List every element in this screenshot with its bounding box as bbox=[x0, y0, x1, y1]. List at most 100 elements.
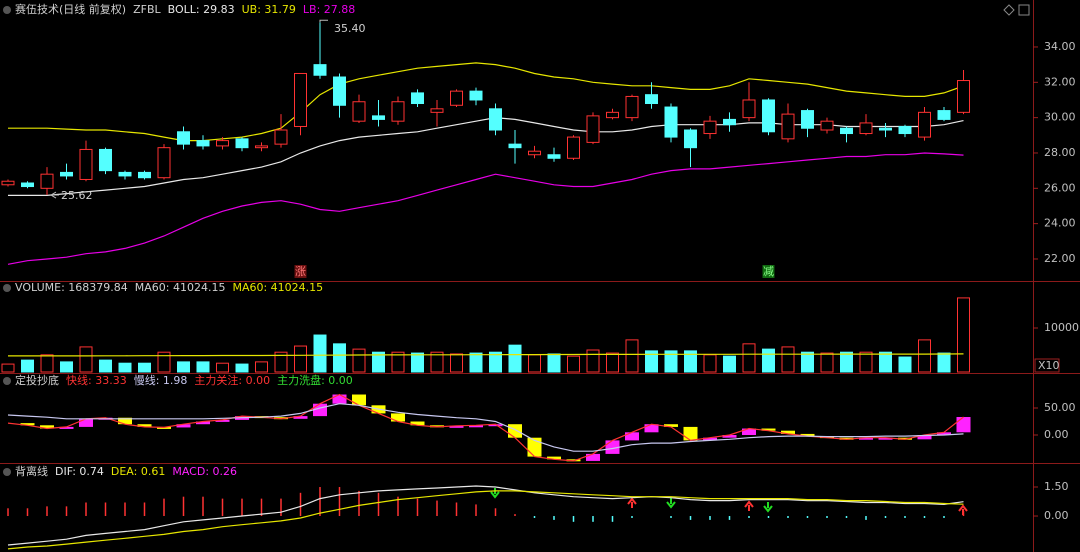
candle-body bbox=[391, 101, 405, 122]
volume-bar bbox=[957, 297, 970, 373]
legend-entry: UB: 31.79 bbox=[242, 3, 296, 16]
sell-arrow bbox=[666, 498, 676, 509]
candle-body bbox=[742, 99, 756, 119]
volume-bar bbox=[918, 339, 931, 373]
volume-bar bbox=[294, 345, 307, 373]
window-controls bbox=[1003, 4, 1030, 16]
volume-bar bbox=[664, 350, 678, 373]
candle-body bbox=[567, 136, 580, 159]
candle-body bbox=[1, 180, 15, 186]
low-label: 25.62 bbox=[61, 189, 93, 202]
volume-bar bbox=[196, 361, 210, 373]
trend-box bbox=[20, 423, 35, 426]
legend-entry: MA60: 41024.15 bbox=[232, 281, 323, 294]
trend-box bbox=[274, 417, 288, 420]
candle-body bbox=[723, 118, 736, 126]
candle-body bbox=[508, 143, 522, 149]
candle-body bbox=[372, 115, 385, 120]
volume-bar bbox=[333, 343, 346, 373]
buy-arrow bbox=[744, 500, 754, 511]
unit-box bbox=[1034, 358, 1060, 373]
candle-body bbox=[801, 110, 814, 129]
y-tick-label: 0.00 bbox=[1044, 509, 1069, 522]
indicator-name: ZFBL bbox=[133, 3, 161, 16]
volume-bar bbox=[898, 356, 912, 373]
candle-body bbox=[157, 147, 171, 179]
legend-entry: 慢线: 1.98 bbox=[134, 373, 188, 387]
candle-body bbox=[255, 145, 268, 149]
candle-body bbox=[898, 125, 912, 135]
trend-box bbox=[625, 432, 639, 441]
candle-body bbox=[528, 150, 541, 156]
volume-bar bbox=[391, 351, 405, 373]
panel-toggle[interactable] bbox=[3, 468, 11, 476]
window-button[interactable] bbox=[1003, 4, 1015, 16]
trend-box bbox=[332, 394, 347, 404]
trend-box bbox=[352, 394, 366, 406]
ma-line bbox=[8, 353, 964, 357]
trend-box bbox=[644, 424, 659, 433]
panel-toggle[interactable] bbox=[3, 6, 11, 14]
volume-bar bbox=[723, 355, 736, 373]
trend-box bbox=[605, 440, 620, 454]
candle-body bbox=[313, 64, 327, 76]
high-label: 35.40 bbox=[334, 22, 366, 35]
volume-bar bbox=[216, 362, 229, 373]
candle-body bbox=[235, 138, 249, 149]
trend-box bbox=[118, 417, 132, 425]
volume-bar bbox=[547, 353, 561, 373]
panel-title: VOLUME: 168379.84 bbox=[15, 281, 128, 294]
trend-box bbox=[800, 433, 815, 437]
trend-box bbox=[683, 426, 698, 441]
candle-body bbox=[489, 108, 502, 131]
candle-body bbox=[450, 90, 463, 106]
volume-bar bbox=[157, 351, 171, 373]
legend-entry: DEA: 0.61 bbox=[111, 465, 165, 478]
panel-title: 背离线 bbox=[15, 464, 48, 478]
candle-body bbox=[21, 182, 34, 188]
panel-toggle[interactable] bbox=[3, 284, 11, 292]
candle-body bbox=[411, 92, 424, 105]
trend-box bbox=[703, 437, 717, 441]
dif-line bbox=[7, 485, 964, 546]
volume-bar bbox=[586, 349, 600, 373]
candle-body bbox=[352, 101, 366, 122]
candle-body bbox=[781, 113, 795, 140]
volume-bar bbox=[450, 353, 463, 373]
volume-bar bbox=[60, 361, 73, 373]
candle-body bbox=[333, 76, 346, 106]
volume-bar bbox=[840, 351, 853, 373]
candle-body bbox=[177, 131, 190, 145]
trend-box bbox=[40, 425, 54, 429]
trend-box bbox=[859, 437, 873, 440]
volume-bar bbox=[177, 361, 190, 373]
trend-box bbox=[488, 424, 503, 427]
candle-body bbox=[625, 95, 639, 119]
y-tick-label: 22.00 bbox=[1044, 252, 1076, 265]
marker-text: 涨 bbox=[295, 265, 306, 278]
volume-bar bbox=[21, 359, 34, 373]
y-tick-label: 50.00 bbox=[1044, 401, 1076, 414]
trend-box bbox=[59, 426, 74, 429]
candle-body bbox=[294, 72, 307, 127]
volume-bar bbox=[118, 362, 132, 373]
candle-body bbox=[957, 80, 970, 113]
candle-body bbox=[918, 111, 931, 138]
trend-box bbox=[956, 417, 971, 433]
trend-box bbox=[781, 430, 795, 434]
y-tick-label: 0.00 bbox=[1044, 428, 1069, 441]
window-button[interactable] bbox=[1018, 4, 1030, 16]
sell-arrow bbox=[763, 502, 773, 513]
volume-bar bbox=[274, 351, 288, 373]
volume-bar bbox=[411, 352, 424, 373]
candle-body bbox=[216, 140, 229, 147]
legend-entry: 快线: 33.33 bbox=[66, 373, 127, 387]
panel-toggle[interactable] bbox=[3, 377, 11, 385]
volume-bar bbox=[703, 354, 717, 373]
candle-body bbox=[60, 171, 73, 177]
y-tick-label: 10000 bbox=[1044, 321, 1079, 334]
